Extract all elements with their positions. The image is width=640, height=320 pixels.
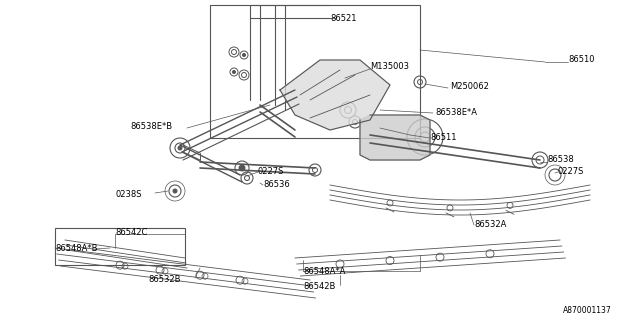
Text: 86538E*A: 86538E*A bbox=[435, 108, 477, 117]
Text: 0238S: 0238S bbox=[115, 190, 141, 199]
Polygon shape bbox=[360, 115, 430, 160]
Text: 86510: 86510 bbox=[568, 55, 595, 64]
Bar bbox=[55, 228, 185, 265]
Circle shape bbox=[232, 70, 236, 74]
Text: 86536: 86536 bbox=[263, 180, 290, 189]
Text: 86542C: 86542C bbox=[115, 228, 147, 237]
Text: 0227S: 0227S bbox=[558, 167, 584, 176]
Text: 86511: 86511 bbox=[430, 133, 456, 142]
Text: M135003: M135003 bbox=[370, 62, 409, 71]
Circle shape bbox=[243, 53, 246, 57]
Text: 86542B: 86542B bbox=[303, 282, 335, 291]
Text: 86532B: 86532B bbox=[148, 275, 180, 284]
Text: 86548A*B: 86548A*B bbox=[55, 244, 97, 253]
Text: 86538E*B: 86538E*B bbox=[130, 122, 172, 131]
Text: 86548A*A: 86548A*A bbox=[303, 267, 346, 276]
Bar bbox=[210, 5, 420, 138]
Circle shape bbox=[239, 165, 245, 171]
Text: 86538: 86538 bbox=[547, 155, 573, 164]
Text: 86532A: 86532A bbox=[474, 220, 506, 229]
Text: 86521: 86521 bbox=[330, 14, 356, 23]
Circle shape bbox=[178, 146, 182, 150]
Text: M250062: M250062 bbox=[450, 82, 489, 91]
Text: A870001137: A870001137 bbox=[563, 306, 612, 315]
Polygon shape bbox=[280, 60, 390, 130]
Text: 0227S: 0227S bbox=[258, 167, 284, 176]
Circle shape bbox=[173, 189, 177, 193]
